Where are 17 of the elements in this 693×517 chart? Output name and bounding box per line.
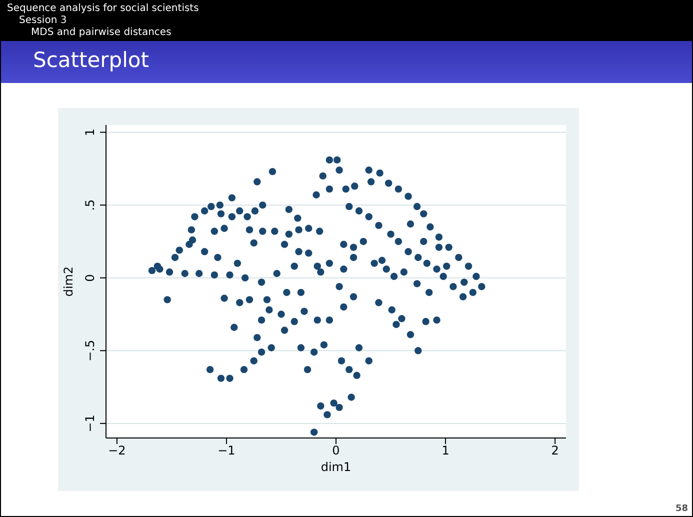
x-tick-label: 0 (332, 444, 340, 458)
x-tick-label: 1 (442, 444, 450, 458)
text: MDS and pairwise distances (30, 27, 172, 39)
y-tick-label: .5 (83, 199, 97, 211)
y-tick-label: 1 (83, 128, 97, 136)
y-axis-title: dim2 (61, 266, 76, 297)
y-tick-label: 0 (83, 274, 97, 282)
text: Sequence analysis for social scientists (7, 3, 200, 15)
x-tick-label: −2 (108, 444, 126, 458)
chart-title: Scatterplot (1, 41, 692, 83)
x-tick-label: 2 (551, 444, 559, 458)
y-tick-label: −1 (83, 414, 97, 432)
y-tick-label: −.5 (83, 340, 97, 362)
x-tick-label: −1 (218, 444, 236, 458)
text: Session 3 (18, 15, 68, 27)
text: 58 (675, 504, 688, 514)
x-axis-title: dim1 (320, 460, 352, 474)
